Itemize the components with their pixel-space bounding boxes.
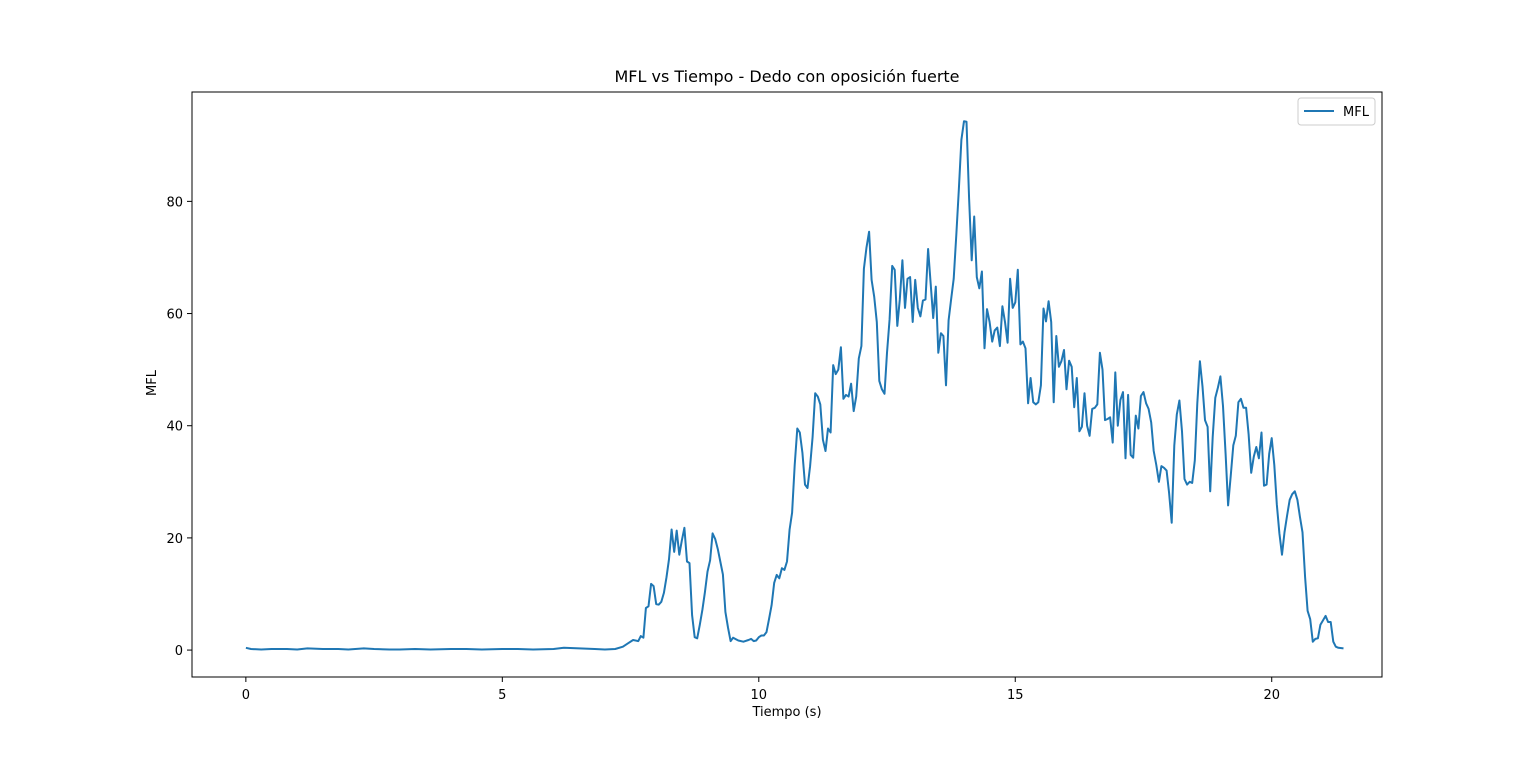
legend: MFL bbox=[1298, 98, 1375, 125]
y-tick-label: 40 bbox=[166, 420, 183, 435]
chart-title: MFL vs Tiempo - Dedo con oposición fuert… bbox=[614, 67, 959, 86]
x-tick-label: 15 bbox=[1007, 688, 1024, 703]
x-axis-label: Tiempo (s) bbox=[751, 705, 821, 720]
y-tick-label: 0 bbox=[175, 644, 183, 659]
y-axis-label: MFL bbox=[145, 369, 160, 396]
x-tick-label: 5 bbox=[498, 688, 506, 703]
x-tick-label: 10 bbox=[751, 688, 768, 703]
y-tick-label: 60 bbox=[166, 308, 183, 323]
legend-label: MFL bbox=[1343, 105, 1370, 120]
x-tick-label: 0 bbox=[242, 688, 250, 703]
y-tick-label: 20 bbox=[166, 532, 183, 547]
y-tick-label: 80 bbox=[166, 195, 183, 210]
x-tick-label: 20 bbox=[1263, 688, 1280, 703]
